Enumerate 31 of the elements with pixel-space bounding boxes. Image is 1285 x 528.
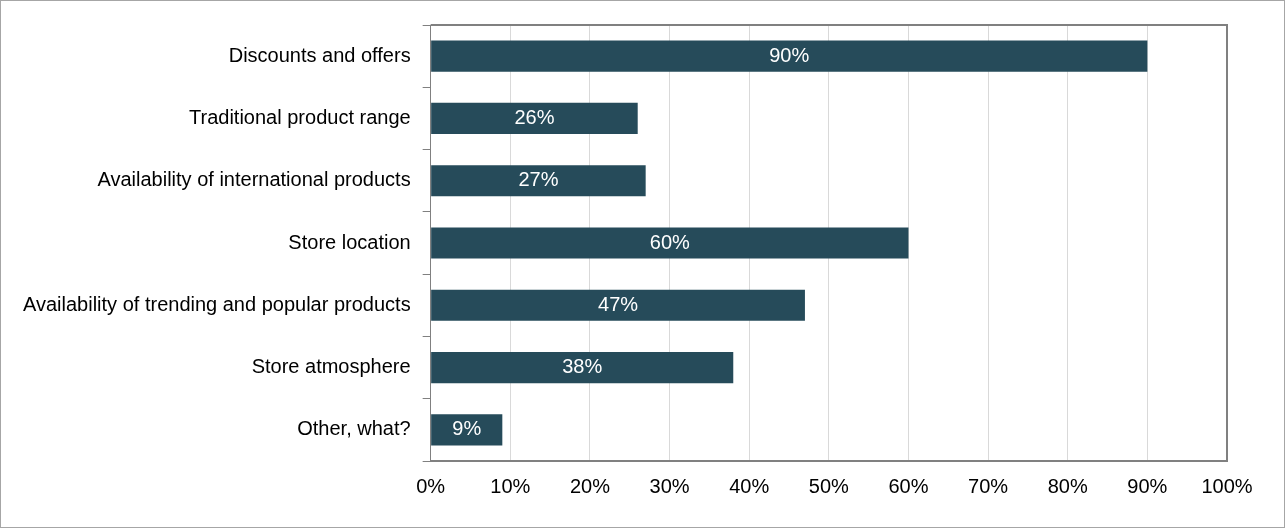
x-tick-label: 30% bbox=[649, 474, 690, 497]
y-tick-label: Other, what? bbox=[297, 417, 411, 440]
x-tick-label: 100% bbox=[1201, 474, 1253, 497]
y-tick-label: Traditional product range bbox=[189, 105, 411, 128]
x-tick-label: 0% bbox=[416, 474, 446, 497]
y-tick-label: Store atmosphere bbox=[251, 355, 411, 378]
bar bbox=[431, 102, 638, 134]
bar bbox=[431, 227, 909, 259]
data-label: 90% bbox=[769, 43, 810, 66]
x-tick-label: 50% bbox=[808, 474, 850, 497]
x-tick-label: 20% bbox=[569, 474, 611, 497]
y-tick-label: Availability of trending and popular products bbox=[23, 292, 411, 315]
data-label: 26% bbox=[514, 105, 555, 128]
y-tick-label: Discounts and offers bbox=[228, 43, 411, 66]
x-tick-label: 80% bbox=[1047, 474, 1088, 497]
x-tick-label: 40% bbox=[729, 474, 770, 497]
data-label: 60% bbox=[649, 230, 691, 253]
data-label: 47% bbox=[598, 292, 639, 315]
y-tick-label: Availability of international products bbox=[97, 168, 411, 191]
bar bbox=[431, 40, 1148, 72]
bar bbox=[431, 165, 646, 197]
x-tick-label: 60% bbox=[888, 474, 929, 497]
x-tick-label: 90% bbox=[1127, 474, 1168, 497]
x-tick-label: 70% bbox=[968, 474, 1009, 497]
bar bbox=[431, 352, 734, 384]
data-label: 9% bbox=[452, 417, 482, 440]
x-tick-label: 10% bbox=[490, 474, 531, 497]
data-label: 27% bbox=[518, 168, 559, 191]
data-label: 38% bbox=[562, 355, 603, 378]
y-tick-label: Store location bbox=[288, 230, 411, 253]
bar bbox=[431, 289, 805, 321]
